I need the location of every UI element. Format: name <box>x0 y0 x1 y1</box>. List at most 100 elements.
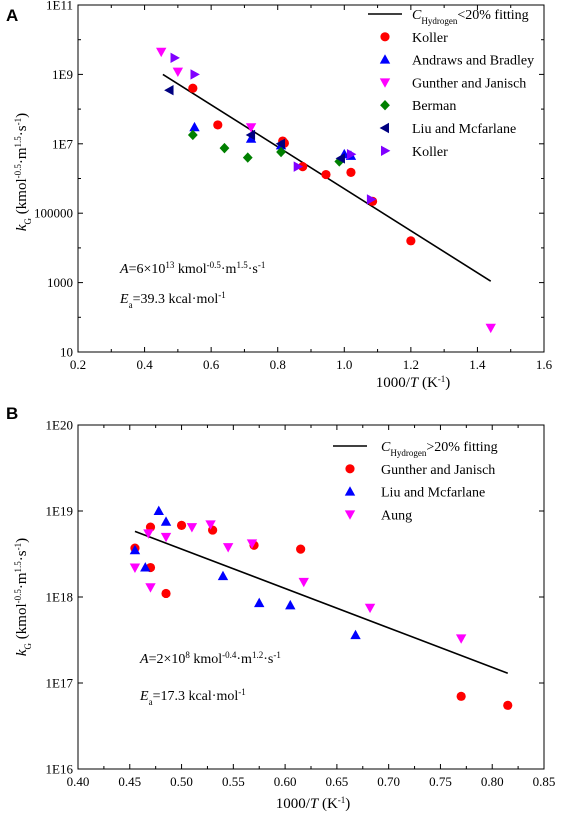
legend-marker <box>380 100 390 111</box>
x-tick-label: 0.2 <box>70 357 86 372</box>
y-tick-label: 1000 <box>47 275 73 290</box>
series-koller <box>188 83 416 246</box>
data-point <box>245 123 257 133</box>
series-berman <box>187 129 345 167</box>
data-point <box>406 236 416 246</box>
data-point <box>456 691 466 701</box>
x-tick-label: 0.4 <box>136 357 153 372</box>
y-tick-label: 1E20 <box>46 418 73 433</box>
legend-label: Liu and Mcfarlane <box>412 122 516 137</box>
data-point <box>364 603 376 614</box>
data-point <box>254 597 265 608</box>
legend-label: Gunther and Janisch <box>412 76 526 91</box>
data-point <box>156 47 167 58</box>
x-tick-label: 0.65 <box>326 774 349 789</box>
y-tick-label: 1E18 <box>46 590 73 605</box>
x-tick-label: 0.55 <box>222 774 245 789</box>
chart-panel-a: 0.2 0.4 0.6 0.8 1.0 1.2 1.4 1.6 10 1000 100000 1E7 1… <box>6 0 553 391</box>
y-tick-label: 1E11 <box>46 0 73 13</box>
data-point <box>350 629 361 640</box>
data-point <box>205 520 216 530</box>
series-gunther-and-janisch <box>156 47 496 334</box>
data-point <box>366 194 377 205</box>
x-tick-label: 0.6 <box>203 357 220 372</box>
legend-label: Gunther and Janisch <box>381 463 495 478</box>
y-axis-label: kG (kmol-0.5·m1.5·s-1) <box>13 113 33 231</box>
x-tick-label: 1.6 <box>536 357 553 372</box>
data-point <box>245 133 257 143</box>
legend: CHydrogen>20% fitting Gunther and Janisch… <box>333 440 498 523</box>
x-axis-label: 1000/T (K-1) <box>276 795 351 812</box>
data-point <box>346 149 357 160</box>
legend: CHydrogen<20% fitting Koller Andraws and B… <box>368 8 534 160</box>
data-point <box>153 505 164 515</box>
annotation: Ea=39.3 kcal·mol-1 <box>119 290 226 310</box>
legend-label: Aung <box>381 508 412 523</box>
series-liu-and-mcfarlane <box>129 505 361 640</box>
data-point <box>143 529 154 539</box>
data-point <box>187 129 198 141</box>
series-aung <box>129 520 467 644</box>
data-point <box>161 588 171 599</box>
data-point <box>293 161 304 172</box>
legend-marker <box>345 464 355 474</box>
y-tick-label: 10 <box>60 345 73 360</box>
data-point <box>246 539 258 549</box>
annotation: A=6×1013 kmol-0.5·m1.5·s-1 <box>119 260 265 277</box>
data-point <box>176 520 187 531</box>
data-point <box>346 167 356 177</box>
legend-marker <box>379 122 389 134</box>
x-tick-label: 1.2 <box>403 357 419 372</box>
data-point <box>170 52 180 64</box>
data-point <box>455 634 467 644</box>
data-point <box>140 562 151 572</box>
data-point <box>245 129 256 141</box>
legend-marker <box>379 54 391 64</box>
y-tick-label: 1E9 <box>52 67 73 82</box>
data-point <box>188 83 198 93</box>
data-point <box>321 169 331 180</box>
annotation: A=2×108 kmol-0.4·m1.2·s-1 <box>139 650 281 667</box>
legend-label: Koller <box>412 31 448 46</box>
y-tick-label: 1E16 <box>46 762 74 777</box>
legend-marker <box>380 32 390 42</box>
legend-marker <box>379 78 391 88</box>
panel-label: B <box>6 404 18 423</box>
x-tick-label: 0.60 <box>274 774 297 789</box>
x-tick-label: 1.4 <box>469 357 486 372</box>
data-point <box>186 523 198 533</box>
data-point <box>285 599 296 610</box>
data-point <box>296 544 306 554</box>
data-point <box>242 152 253 163</box>
data-point <box>485 323 496 334</box>
legend-label: Berman <box>412 99 456 114</box>
data-point <box>213 120 223 130</box>
x-tick-label: 0.75 <box>429 774 452 789</box>
series-koller <box>170 52 377 205</box>
legend-marker <box>344 486 356 496</box>
data-point <box>222 543 234 553</box>
x-tick-label: 0.70 <box>377 774 400 789</box>
legend-fit-label: CHydrogen>20% fitting <box>381 440 498 458</box>
data-point <box>164 85 174 96</box>
fit-line <box>134 530 509 674</box>
annotation: Ea=17.3 kcal·mol-1 <box>139 687 246 707</box>
data-point <box>276 146 286 158</box>
x-tick-label: 1.0 <box>336 357 352 372</box>
legend-label: Liu and Mcfarlane <box>381 486 485 501</box>
series-liu-and-mcfarlane <box>164 85 345 164</box>
x-tick-label: 0.8 <box>270 357 286 372</box>
x-tick-label: 0.80 <box>481 774 504 789</box>
data-point <box>145 583 156 593</box>
chart-panel-b: 0.40 0.45 0.50 0.55 0.60 0.65 0.70 0.75 0.80 0.85… <box>6 404 555 812</box>
data-point <box>160 516 172 526</box>
data-point <box>335 153 345 164</box>
y-tick-label: 100000 <box>34 206 73 221</box>
x-tick-label: 0.40 <box>67 774 90 789</box>
legend-label: Andraws and Bradley <box>412 54 534 69</box>
data-point <box>129 563 141 573</box>
data-point <box>298 577 309 588</box>
x-tick-label: 0.50 <box>170 774 193 789</box>
legend-fit-label: CHydrogen<20% fitting <box>412 8 529 26</box>
y-axis-label: kG (kmol-0.5·m1.5·s-1) <box>13 538 33 656</box>
